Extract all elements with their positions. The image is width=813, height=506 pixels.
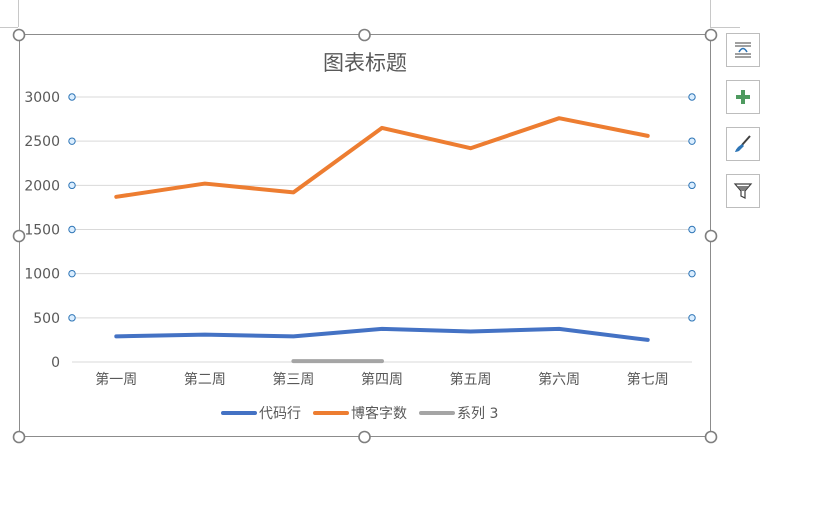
axis-handle[interactable] [688, 269, 696, 278]
chart-styles-button[interactable] [726, 127, 760, 161]
page-margin-guide-left [18, 0, 19, 27]
x-tick-label: 第四周 [361, 371, 403, 388]
y-tick-label: 1000 [24, 267, 60, 283]
axis-handle[interactable] [688, 225, 696, 234]
legend-label[interactable]: 代码行 [259, 406, 301, 422]
gridlines [72, 96, 692, 363]
chart-filter-button[interactable] [726, 174, 760, 208]
y-tick-label: 1500 [24, 223, 60, 239]
axis-selection-handles[interactable] [68, 93, 696, 322]
axis-handle[interactable] [68, 269, 76, 278]
resize-handle[interactable] [12, 430, 26, 444]
legend-label[interactable]: 系列 3 [457, 406, 498, 422]
y-tick-label: 500 [33, 311, 60, 327]
resize-handle[interactable] [704, 28, 718, 42]
legend-label[interactable]: 博客字数 [351, 405, 407, 422]
axis-handle[interactable] [68, 137, 76, 145]
chart-layout-button[interactable] [726, 33, 760, 67]
resize-handle[interactable] [704, 229, 718, 243]
chart-resize-handles[interactable] [12, 28, 718, 444]
series-line[interactable] [114, 116, 650, 199]
x-axis: 第一周 第二周 第三周 第四周 第五周 第六周 第七周 [95, 371, 668, 388]
page-margin-guide-right [710, 0, 711, 27]
resize-handle[interactable] [704, 430, 718, 444]
y-tick-label: 3000 [24, 90, 60, 106]
chart-layout-icon [735, 42, 751, 58]
axis-handle[interactable] [688, 314, 696, 322]
y-tick-label: 2000 [24, 178, 60, 194]
axis-handle[interactable] [68, 181, 76, 190]
resize-handle[interactable] [358, 28, 371, 42]
chart-filter-icon [733, 183, 753, 199]
chart-elements-button[interactable] [726, 80, 760, 114]
x-tick-label: 第六周 [538, 371, 580, 388]
chart-elements-plus-icon [736, 90, 750, 104]
series-line[interactable] [114, 326, 650, 342]
axis-handle[interactable] [688, 93, 696, 101]
page-margin-guide-top-left [0, 27, 18, 28]
chart-title[interactable]: 图表标题 [323, 51, 407, 75]
x-tick-label: 第七周 [627, 371, 669, 388]
axis-handle[interactable] [688, 137, 696, 145]
series-lines[interactable] [114, 116, 650, 364]
resize-handle[interactable] [12, 229, 26, 243]
resize-handle[interactable] [358, 430, 371, 444]
resize-handle[interactable] [12, 28, 26, 42]
legend[interactable]: 代码行 博客字数 系列 3 [221, 405, 498, 422]
x-tick-label: 第三周 [272, 371, 314, 388]
y-tick-label: 0 [51, 355, 60, 371]
chart-styles-brush-icon [735, 135, 751, 152]
y-tick-label: 2500 [24, 134, 60, 150]
x-tick-label: 第五周 [450, 371, 492, 388]
x-tick-label: 第一周 [95, 371, 137, 388]
y-axis: 0 500 1000 1500 2000 2500 3000 [24, 90, 60, 371]
axis-handle[interactable] [68, 93, 76, 101]
x-tick-label: 第二周 [184, 371, 226, 388]
axis-handle[interactable] [688, 181, 696, 190]
axis-handle[interactable] [68, 314, 76, 322]
axis-handle[interactable] [68, 225, 76, 234]
page-margin-guide-top-right [710, 27, 740, 28]
